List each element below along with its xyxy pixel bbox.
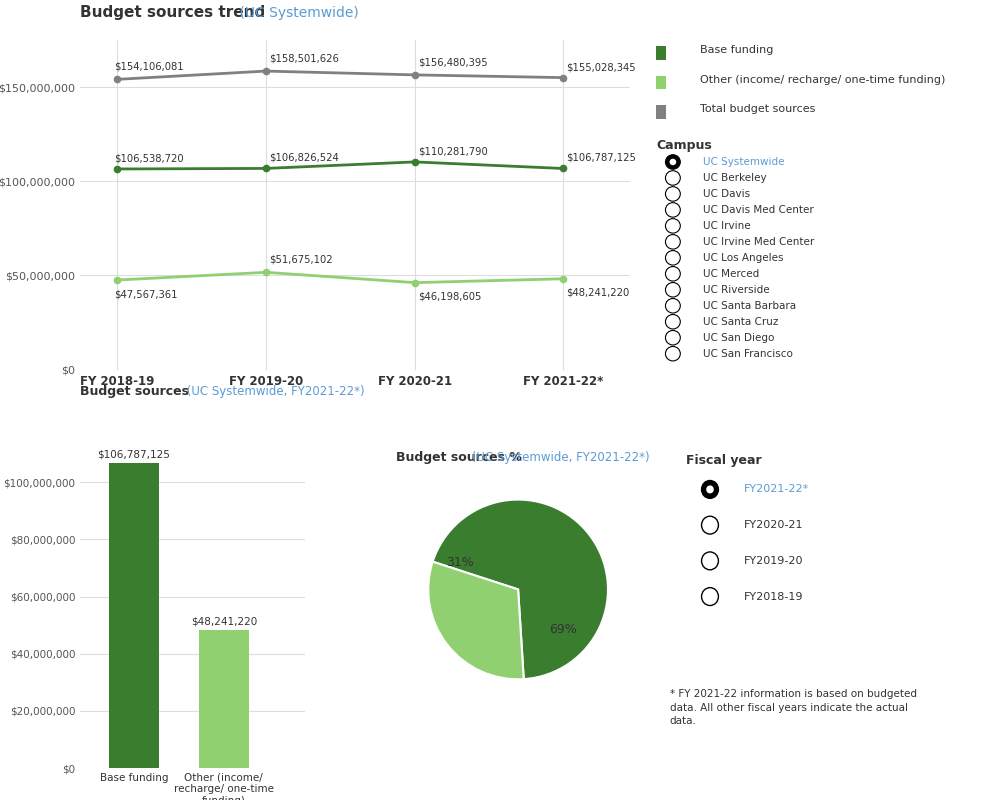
Text: UC Berkeley: UC Berkeley	[703, 173, 767, 183]
Text: $106,538,720: $106,538,720	[114, 154, 184, 163]
Text: $46,198,605: $46,198,605	[418, 291, 481, 302]
Text: $48,241,220: $48,241,220	[566, 288, 630, 298]
Text: FY2021-22*: FY2021-22*	[744, 485, 809, 494]
Text: UC Systemwide: UC Systemwide	[703, 157, 785, 167]
Text: UC San Francisco: UC San Francisco	[703, 349, 793, 358]
Text: * FY 2021-22 information is based on budgeted
data. All other fiscal years indic: * FY 2021-22 information is based on bud…	[670, 690, 917, 726]
Text: Total budget sources: Total budget sources	[700, 104, 815, 114]
Text: Campus: Campus	[656, 139, 712, 152]
Circle shape	[665, 346, 680, 361]
Text: UC Davis: UC Davis	[703, 189, 750, 199]
FancyBboxPatch shape	[656, 76, 666, 90]
FancyBboxPatch shape	[656, 106, 666, 119]
Text: UC Irvine Med Center: UC Irvine Med Center	[703, 237, 814, 247]
Circle shape	[665, 266, 680, 281]
Wedge shape	[433, 499, 608, 679]
Text: UC Santa Cruz: UC Santa Cruz	[703, 317, 779, 326]
Text: $48,241,220: $48,241,220	[191, 617, 257, 626]
Text: Budget sources trend: Budget sources trend	[80, 5, 265, 20]
Text: $158,501,626: $158,501,626	[269, 54, 339, 64]
Circle shape	[665, 202, 680, 217]
Text: 31%: 31%	[446, 556, 474, 569]
Text: 69%: 69%	[549, 623, 577, 636]
Circle shape	[665, 234, 680, 249]
Text: (UC Systemwide, FY2021-22*): (UC Systemwide, FY2021-22*)	[468, 451, 649, 464]
Text: UC Santa Barbara: UC Santa Barbara	[703, 301, 796, 310]
Text: Budget sources %: Budget sources %	[396, 451, 522, 464]
Text: (UC Systemwide, FY2021-22*): (UC Systemwide, FY2021-22*)	[183, 385, 365, 398]
Circle shape	[665, 170, 680, 186]
Circle shape	[702, 588, 718, 606]
Text: UC Merced: UC Merced	[703, 269, 759, 279]
Circle shape	[665, 186, 680, 201]
Text: UC Riverside: UC Riverside	[703, 285, 770, 294]
Text: Budget sources: Budget sources	[80, 385, 189, 398]
Circle shape	[665, 282, 680, 297]
Text: FY2018-19: FY2018-19	[744, 591, 803, 602]
Text: UC Davis Med Center: UC Davis Med Center	[703, 205, 814, 215]
Circle shape	[670, 158, 676, 166]
Circle shape	[706, 486, 714, 494]
Circle shape	[665, 330, 680, 345]
Text: $106,787,125: $106,787,125	[97, 450, 170, 459]
Text: Other (income/ recharge/ one-time funding): Other (income/ recharge/ one-time fundin…	[700, 74, 945, 85]
Text: $154,106,081: $154,106,081	[114, 62, 184, 72]
Text: UC Irvine: UC Irvine	[703, 221, 751, 231]
Text: UC San Diego: UC San Diego	[703, 333, 775, 342]
Wedge shape	[428, 562, 524, 679]
Circle shape	[665, 154, 680, 170]
Circle shape	[665, 298, 680, 313]
Text: $156,480,395: $156,480,395	[418, 58, 487, 67]
Text: $106,826,524: $106,826,524	[269, 153, 339, 163]
Circle shape	[665, 250, 680, 265]
Circle shape	[702, 481, 718, 498]
Circle shape	[702, 516, 718, 534]
Text: UC Los Angeles: UC Los Angeles	[703, 253, 784, 263]
Text: Base funding: Base funding	[700, 45, 773, 55]
Text: $110,281,790: $110,281,790	[418, 146, 487, 156]
Text: Fiscal year: Fiscal year	[686, 454, 762, 466]
Bar	[199, 630, 249, 768]
Text: $47,567,361: $47,567,361	[114, 289, 178, 299]
Circle shape	[665, 314, 680, 329]
Text: FY2020-21: FY2020-21	[744, 520, 803, 530]
Text: FY2019-20: FY2019-20	[744, 556, 803, 566]
Circle shape	[702, 552, 718, 570]
Text: $155,028,345: $155,028,345	[566, 62, 636, 72]
Text: $106,787,125: $106,787,125	[566, 153, 636, 163]
Text: (UC Systemwide): (UC Systemwide)	[235, 6, 359, 20]
FancyBboxPatch shape	[656, 46, 666, 60]
Circle shape	[665, 218, 680, 233]
Text: $51,675,102: $51,675,102	[269, 255, 333, 265]
Bar	[109, 463, 159, 768]
